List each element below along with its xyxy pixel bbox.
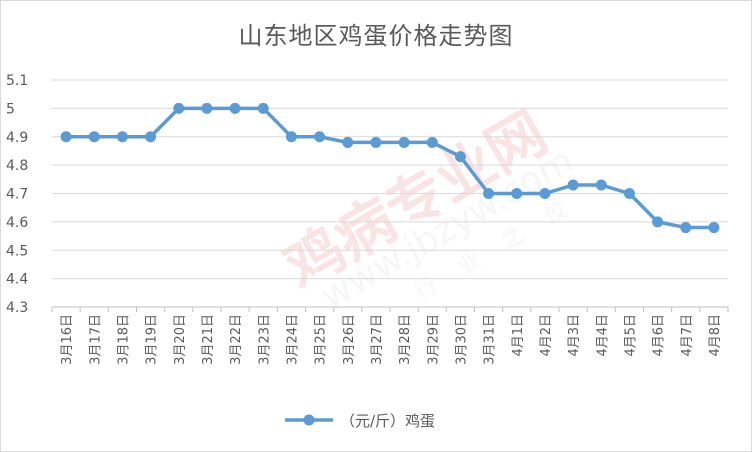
legend-marker [303, 414, 315, 426]
x-tick-label: 3月21日 [201, 314, 216, 365]
data-point [539, 188, 551, 199]
x-tick-label: 3月17日 [88, 314, 103, 365]
series-layer [60, 102, 720, 234]
data-point [680, 222, 692, 234]
y-tick-label: 5 [6, 101, 15, 117]
x-tick-label: 3月28日 [398, 314, 413, 365]
data-point [398, 136, 410, 148]
x-tick-label: 3月24日 [285, 314, 300, 365]
y-axis: 4.3 4.4 4.5 4.6 4.7 4.8 4.9 5 5.1 [6, 73, 28, 316]
watermark: 鸡病专业网 www.jbzyw.com 行业之佼 [273, 98, 596, 318]
data-point [201, 102, 213, 114]
x-tick-label: 3月22日 [229, 314, 244, 365]
x-tick-label: 3月31日 [483, 314, 498, 365]
data-point [511, 188, 523, 199]
x-tick-label: 3月26日 [342, 314, 357, 365]
y-tick-label: 4.5 [6, 243, 28, 259]
legend-label: （元/斤）鸡蛋 [340, 412, 435, 430]
x-tick-label: 3月23日 [257, 314, 272, 365]
data-point [257, 102, 269, 114]
data-point [314, 131, 326, 143]
y-tick-label: 4.3 [6, 300, 28, 316]
x-tick-label: 4月7日 [680, 314, 695, 357]
data-point [454, 151, 466, 163]
x-tick-label: 3月18日 [116, 314, 131, 365]
x-tick-label: 3月20日 [173, 314, 188, 365]
x-tick-label: 4月6日 [652, 314, 667, 357]
x-tick-label: 3月30日 [454, 314, 469, 365]
data-point [116, 131, 128, 143]
y-tick-label: 4.6 [6, 215, 28, 231]
data-point [145, 131, 157, 143]
x-tick-label: 4月3日 [567, 314, 582, 357]
x-tick-label: 4月1日 [511, 314, 526, 357]
x-tick-label: 4月2日 [539, 314, 554, 357]
data-point [567, 179, 579, 191]
data-point [370, 136, 382, 148]
y-tick-label: 4.7 [6, 187, 28, 203]
x-tick-label: 3月16日 [60, 314, 75, 365]
data-point [173, 102, 185, 114]
data-point [426, 136, 438, 148]
y-tick-label: 4.4 [6, 272, 28, 288]
legend: （元/斤）鸡蛋 [285, 412, 435, 430]
data-point [60, 131, 72, 143]
x-tick-label: 3月19日 [145, 314, 160, 365]
x-tick-label: 4月4日 [595, 314, 610, 357]
chart-title: 山东地区鸡蛋价格走势图 [238, 22, 514, 50]
x-axis: 3月16日 3月17日 3月18日 3月19日 3月20日 3月21日 3月22日 3月23日… [51, 306, 729, 365]
x-tick-label: 3月27日 [370, 314, 385, 365]
data-point [285, 131, 297, 143]
data-point [342, 136, 354, 148]
x-tick-label: 3月25日 [314, 314, 329, 365]
y-tick-label: 4.9 [6, 130, 28, 146]
y-tick-label: 5.1 [6, 73, 28, 89]
x-tick-label: 4月8日 [708, 314, 723, 357]
data-point [652, 216, 664, 228]
data-point [623, 188, 635, 199]
data-point [483, 188, 495, 199]
data-point [708, 222, 720, 234]
data-point [595, 179, 607, 191]
data-point [88, 131, 100, 143]
y-tick-label: 4.8 [6, 158, 28, 174]
data-point [229, 102, 241, 114]
x-tick-label: 3月29日 [426, 314, 441, 365]
x-tick-label: 4月5日 [623, 314, 638, 357]
